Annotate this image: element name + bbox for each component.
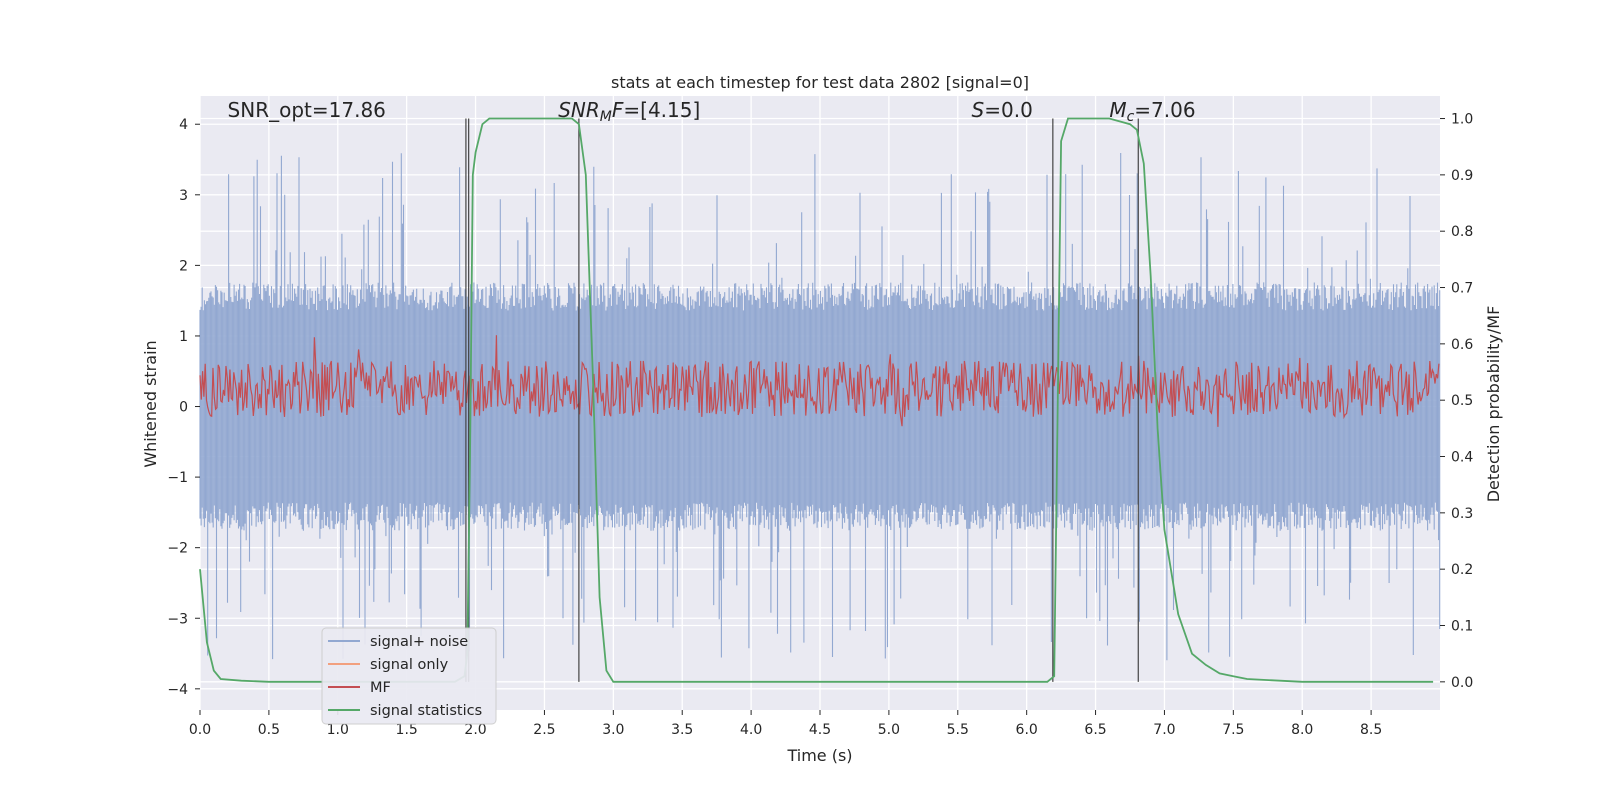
x-tick-label: 3.5 bbox=[671, 722, 693, 738]
x-tick-label: 1.5 bbox=[396, 722, 418, 738]
y-right-tick-label: 0.7 bbox=[1451, 281, 1473, 297]
annotation-s: S=0.0 bbox=[972, 98, 1033, 122]
x-tick-label: 3.0 bbox=[602, 722, 624, 738]
noise-series bbox=[199, 153, 1441, 661]
x-tick-label: 7.5 bbox=[1222, 722, 1244, 738]
y-right-tick-label: 1.0 bbox=[1451, 112, 1473, 128]
x-tick-label: 7.0 bbox=[1153, 722, 1175, 738]
y-right-tick-label: 0.3 bbox=[1451, 506, 1473, 522]
y-right-tick-label: 0.6 bbox=[1451, 337, 1473, 353]
x-tick-label: 2.5 bbox=[533, 722, 555, 738]
y-right-tick-label: 0.0 bbox=[1451, 675, 1473, 691]
annotations: SNR_opt=17.86 SNRMF=[4.15] S=0.0 Mc=7.06 bbox=[228, 98, 1196, 125]
x-axis-ticks: 0.0 0.5 1.0 1.5 2.0 2.5 3.0 3.5 4.0 4.5 5.0 5.5 6.0 6… bbox=[189, 710, 1382, 738]
legend: signal+ noise signal only MF signal statist… bbox=[321, 627, 497, 725]
annotation-snr-opt: SNR_opt=17.86 bbox=[228, 98, 386, 122]
x-tick-label: 1.0 bbox=[327, 722, 349, 738]
x-tick-label: 2.0 bbox=[464, 722, 486, 738]
y-right-axis-label: Detection probability/MF bbox=[1484, 306, 1503, 503]
y-right-tick-label: 0.9 bbox=[1451, 168, 1473, 184]
annotation-mc: Mc=7.06 bbox=[1109, 98, 1195, 125]
x-tick-label: 8.5 bbox=[1360, 722, 1382, 738]
x-tick-label: 5.0 bbox=[878, 722, 900, 738]
y-left-tick-label: 1 bbox=[179, 329, 188, 345]
legend-box bbox=[321, 627, 497, 725]
y-right-axis-ticks: 0.0 0.1 0.2 0.3 0.4 0.5 0.6 0.7 0.8 0.9 1.0 bbox=[1440, 112, 1473, 691]
x-tick-label: 6.5 bbox=[1084, 722, 1106, 738]
y-right-tick-label: 0.4 bbox=[1451, 450, 1473, 466]
x-tick-label: 6.0 bbox=[1016, 722, 1038, 738]
x-tick-label: 0.5 bbox=[258, 722, 280, 738]
y-right-tick-label: 0.2 bbox=[1451, 562, 1473, 578]
y-right-tick-label: 0.8 bbox=[1451, 224, 1473, 240]
mf-series bbox=[199, 335, 1440, 427]
y-left-axis-ticks: −4 −3 −2 −1 0 1 2 3 4 bbox=[167, 117, 200, 698]
x-tick-label: 8.0 bbox=[1291, 722, 1313, 738]
y-left-tick-label: 0 bbox=[179, 400, 188, 416]
y-left-tick-label: −1 bbox=[167, 470, 188, 486]
x-axis-label: Time (s) bbox=[786, 746, 852, 765]
legend-label: signal+ noise bbox=[370, 634, 468, 650]
y-right-tick-label: 0.5 bbox=[1451, 393, 1473, 409]
x-tick-label: 5.5 bbox=[947, 722, 969, 738]
x-tick-label: 4.0 bbox=[740, 722, 762, 738]
y-left-tick-label: −3 bbox=[167, 611, 188, 627]
y-left-tick-label: 2 bbox=[179, 258, 188, 274]
chart-title: stats at each timestep for test data 280… bbox=[611, 73, 1029, 92]
annotation-snr-mf: SNRMF=[4.15] bbox=[558, 98, 700, 125]
mf-line bbox=[199, 335, 1440, 427]
y-left-tick-label: 4 bbox=[179, 117, 188, 133]
x-tick-label: 4.5 bbox=[809, 722, 831, 738]
legend-label: signal only bbox=[370, 657, 449, 673]
y-left-tick-label: 3 bbox=[179, 188, 188, 204]
y-right-tick-label: 0.1 bbox=[1451, 619, 1473, 635]
legend-label: signal statistics bbox=[370, 703, 482, 719]
y-left-tick-label: −4 bbox=[167, 682, 188, 698]
x-tick-label: 0.0 bbox=[189, 722, 211, 738]
legend-label: MF bbox=[370, 680, 391, 696]
y-left-axis-label: Whitened strain bbox=[141, 340, 160, 467]
y-left-tick-label: −2 bbox=[167, 541, 188, 557]
